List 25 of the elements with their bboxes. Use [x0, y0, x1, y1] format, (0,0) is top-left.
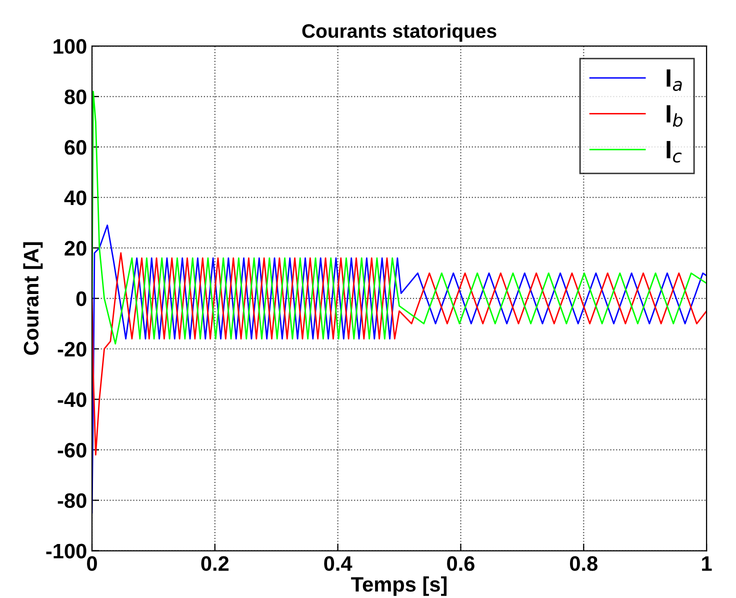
legend-label: I$_{a}$	[666, 69, 682, 91]
x-tick-label: 0.4	[324, 556, 352, 571]
x-tick-label: 0.8	[570, 556, 598, 571]
legend-label: I$_{c}$	[666, 141, 682, 163]
y-tick-label: -80	[58, 493, 86, 508]
y-tick-label: 0	[76, 291, 86, 306]
x-tick-label: 0.6	[447, 556, 474, 571]
y-tick-label: 80	[64, 90, 86, 104]
line-series	[92, 252, 707, 456]
y-tick-label: -100	[46, 544, 86, 559]
line-series	[92, 90, 707, 345]
y-tick-label: -20	[58, 342, 86, 357]
x-tick-label: 0.2	[201, 556, 229, 571]
x-tick-label: 1	[702, 556, 712, 571]
y-tick-label: 40	[64, 190, 86, 206]
chart-title: Courants statoriques	[302, 24, 496, 42]
x-tick-label: 0	[87, 556, 97, 571]
y-tick-label: -40	[58, 392, 86, 408]
y-tick-label: 100	[54, 39, 86, 54]
legend-label: I$_{b}$	[666, 105, 683, 127]
y-tick-label: -60	[58, 442, 86, 458]
y-tick-label: 20	[64, 240, 86, 256]
y-tick-label: 60	[64, 140, 86, 155]
y-axis-title: Courant [A]	[23, 242, 43, 355]
x-axis-title: Temps [s]	[351, 576, 447, 596]
